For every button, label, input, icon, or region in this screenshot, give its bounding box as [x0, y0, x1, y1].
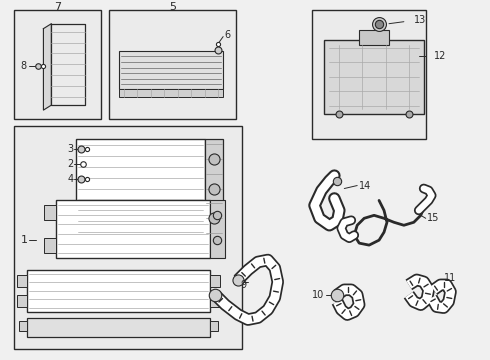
- Bar: [76, 139, 205, 238]
- Text: 12: 12: [434, 51, 446, 62]
- Bar: [312, 10, 426, 139]
- Bar: [210, 201, 225, 258]
- Bar: [56, 201, 210, 258]
- Bar: [119, 51, 223, 89]
- Text: 6: 6: [224, 30, 230, 40]
- Bar: [210, 275, 220, 287]
- Text: 15: 15: [427, 213, 439, 223]
- Bar: [359, 30, 389, 45]
- Text: 5: 5: [169, 2, 176, 12]
- Text: 3: 3: [67, 144, 73, 154]
- Text: 9: 9: [240, 280, 246, 290]
- Bar: [17, 295, 26, 307]
- Bar: [324, 40, 424, 114]
- Text: 10: 10: [312, 290, 324, 300]
- Bar: [210, 295, 220, 307]
- Bar: [26, 270, 210, 312]
- Text: 8: 8: [21, 62, 27, 71]
- Text: 1: 1: [21, 235, 27, 245]
- Bar: [45, 238, 56, 253]
- Bar: [205, 139, 223, 238]
- Text: 14: 14: [359, 180, 371, 190]
- Bar: [14, 126, 242, 349]
- Bar: [14, 10, 101, 119]
- Bar: [119, 89, 223, 97]
- Bar: [109, 10, 236, 119]
- Bar: [45, 206, 56, 220]
- Polygon shape: [44, 24, 51, 110]
- Text: 11: 11: [443, 273, 456, 283]
- Text: 13: 13: [414, 15, 426, 25]
- Bar: [210, 321, 218, 330]
- Bar: [17, 275, 26, 287]
- Text: 7: 7: [54, 2, 61, 12]
- Text: 4: 4: [67, 174, 73, 184]
- Text: 2: 2: [67, 159, 73, 169]
- Bar: [19, 321, 26, 330]
- Bar: [26, 318, 210, 337]
